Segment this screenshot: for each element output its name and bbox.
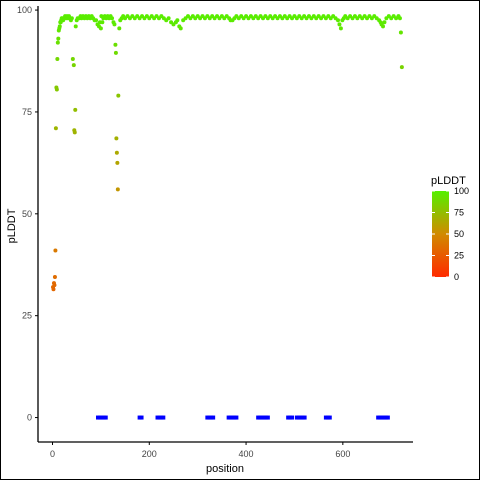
data-point-blue — [103, 415, 108, 420]
data-point — [55, 56, 60, 61]
data-point — [381, 24, 385, 29]
data-point — [57, 24, 62, 29]
data-point-blue — [211, 415, 216, 420]
data-point — [110, 16, 115, 21]
x-axis-title: position — [206, 463, 244, 475]
data-point — [178, 26, 183, 31]
x-tick-label: 400 — [239, 449, 254, 459]
x-tick-label: 200 — [142, 449, 157, 459]
data-point-blue — [385, 415, 390, 420]
data-point — [114, 150, 119, 155]
data-point — [398, 30, 403, 35]
legend-tick-label: 75 — [454, 208, 464, 218]
data-point — [117, 26, 122, 31]
data-point — [69, 16, 74, 21]
y-tick-label: 0 — [27, 413, 32, 423]
data-point — [98, 26, 103, 31]
data-point — [73, 24, 78, 29]
scatter-points — [51, 14, 404, 420]
data-point — [114, 136, 119, 141]
data-point — [70, 56, 75, 61]
data-point — [52, 274, 57, 279]
data-point — [115, 160, 120, 165]
data-point — [338, 26, 343, 31]
color-legend: pLDDT 0 25 50 75 100 — [431, 175, 469, 282]
data-point — [56, 36, 61, 41]
y-tick-label: 50 — [22, 209, 32, 219]
data-point-blue — [161, 415, 166, 420]
data-point — [112, 22, 117, 27]
data-point — [337, 22, 342, 27]
y-tick-label: 25 — [22, 311, 32, 321]
data-point-blue — [302, 415, 307, 420]
data-point — [73, 107, 78, 112]
data-point — [54, 87, 59, 92]
data-point — [116, 93, 121, 98]
data-point — [53, 248, 58, 253]
data-point — [55, 40, 60, 45]
data-point — [113, 42, 118, 47]
data-point-blue — [265, 415, 270, 420]
y-tick-label: 75 — [22, 107, 32, 117]
data-point — [100, 20, 105, 25]
data-point — [115, 187, 120, 192]
data-point-blue — [139, 415, 144, 420]
legend-tick-label: 25 — [454, 251, 464, 261]
data-point — [175, 18, 180, 23]
legend-tick-label: 0 — [454, 272, 459, 282]
data-point-blue — [290, 415, 295, 420]
data-point — [51, 287, 56, 292]
data-point — [53, 126, 58, 131]
legend-tick-label: 100 — [454, 186, 469, 196]
data-point — [336, 18, 340, 23]
x-tick-label: 600 — [335, 449, 350, 459]
data-point — [113, 50, 118, 55]
data-point — [71, 63, 76, 68]
colorbar — [432, 191, 449, 277]
legend-ticks: 0 25 50 75 100 — [432, 186, 469, 282]
x-tick-label: 0 — [50, 449, 55, 459]
data-point — [52, 283, 57, 288]
data-point — [94, 18, 99, 23]
data-point — [382, 20, 387, 25]
legend-title: pLDDT — [431, 175, 466, 187]
data-point-blue — [234, 415, 239, 420]
data-point — [399, 65, 404, 70]
axis-ticks: 0 200 400 600 0 25 50 75 100 — [17, 5, 350, 459]
data-point — [166, 16, 171, 21]
legend-tick-label: 50 — [454, 229, 464, 239]
data-point — [72, 130, 77, 135]
data-point — [397, 16, 402, 21]
y-axis-title: pLDDT — [6, 208, 18, 243]
y-tick-label: 100 — [17, 5, 32, 15]
data-point-blue — [327, 415, 332, 420]
